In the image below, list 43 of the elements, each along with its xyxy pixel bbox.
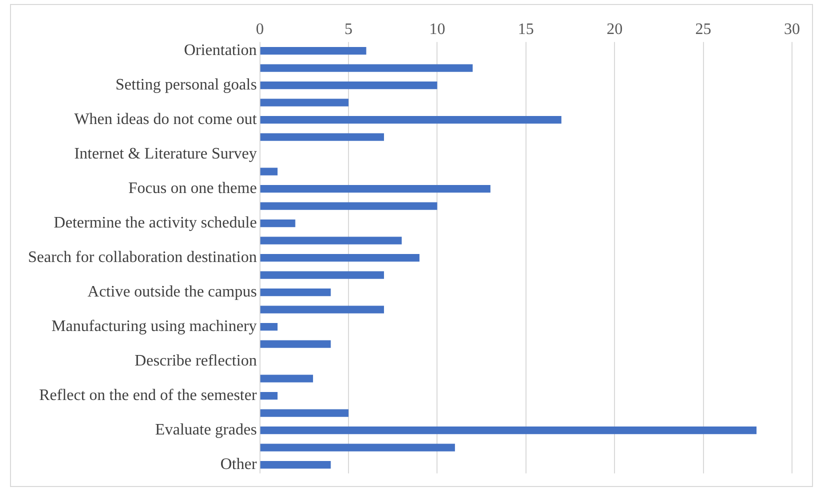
bar (260, 47, 366, 55)
y-tick-label: Orientation (184, 42, 257, 60)
bar (260, 202, 438, 210)
y-tick-label: Determine the activity schedule (54, 214, 257, 232)
bar (260, 426, 757, 434)
y-tick-label: Describe reflection (134, 352, 257, 370)
x-tick-label: 5 (344, 20, 353, 38)
bar (260, 460, 331, 469)
bar (260, 374, 314, 382)
bar (260, 82, 438, 90)
bar (260, 392, 278, 400)
bar (260, 288, 331, 296)
bar (260, 444, 455, 452)
x-tick-label: 15 (518, 20, 534, 38)
y-tick-label: Focus on one theme (128, 180, 257, 198)
bar (260, 409, 349, 417)
y-tick-label: When ideas do not come out (74, 111, 258, 128)
bar (260, 306, 384, 314)
bar (260, 323, 278, 331)
y-tick-label: Setting personal goals (116, 76, 257, 94)
x-tick-label: 20 (606, 20, 623, 38)
x-tick-label: 25 (695, 20, 712, 38)
x-tick-label: 30 (784, 20, 800, 38)
x-tick-label: 0 (256, 20, 264, 38)
bar (260, 98, 349, 106)
y-tick-label: Manufacturing using machinery (52, 318, 257, 335)
y-tick-label: Internet & Literature Survey (74, 146, 257, 163)
y-tick-label: Evaluate grades (155, 421, 257, 438)
y-tick-label: Reflect on the end of the semester (39, 386, 258, 404)
y-tick-label: Search for collaboration destination (28, 249, 257, 266)
bar (260, 185, 490, 193)
bar (260, 133, 384, 141)
bar (260, 340, 331, 348)
bar (260, 64, 473, 72)
x-tick-label: 10 (429, 20, 446, 38)
y-tick-label: Other (220, 456, 258, 473)
bar (260, 168, 278, 176)
y-tick-label: Active outside the campus (88, 284, 257, 300)
bar (260, 220, 296, 228)
bar (260, 116, 562, 124)
bar (260, 271, 384, 279)
bar (260, 236, 402, 244)
bar (260, 254, 420, 262)
